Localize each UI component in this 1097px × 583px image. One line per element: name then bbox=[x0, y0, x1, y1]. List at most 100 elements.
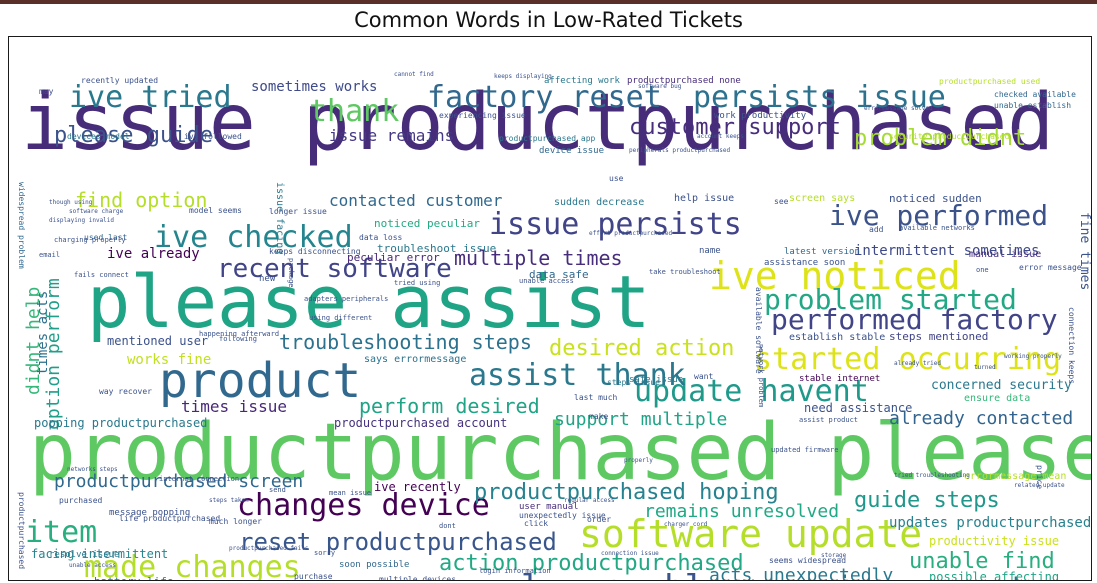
cloud-word: product bbox=[159, 353, 361, 409]
cloud-word: related update bbox=[1014, 482, 1065, 489]
cloud-word: concerned security bbox=[931, 378, 1072, 393]
cloud-word: dont bbox=[439, 522, 456, 530]
cloud-word: sudden decrease bbox=[554, 197, 644, 208]
cloud-word: last much bbox=[574, 393, 618, 402]
cloud-word: ensure data bbox=[964, 393, 1030, 404]
cloud-word: soon possible bbox=[339, 560, 409, 570]
cloud-word: though using bbox=[49, 199, 93, 206]
cloud-word: want bbox=[694, 372, 713, 381]
word-cloud: issue productpurchased product purchased p… bbox=[17, 71, 1092, 581]
cloud-word: contacted customer bbox=[329, 191, 503, 210]
cloud-word: remains unresolved bbox=[644, 501, 839, 522]
cloud-word: please assist bbox=[87, 260, 651, 344]
cloud-word: fine times bbox=[1077, 212, 1092, 290]
cloud-word: assist thank bbox=[469, 358, 686, 393]
cloud-word: purchase bbox=[294, 572, 333, 581]
cloud-word: working properly bbox=[1004, 353, 1062, 360]
cloud-word: factory reset bbox=[427, 80, 662, 115]
cloud-word: issue productpurchased bbox=[21, 78, 1054, 168]
cloud-word: security productpurchased bbox=[889, 132, 1010, 141]
cloud-word: following bbox=[219, 335, 257, 343]
cloud-word: connection keeps bbox=[1067, 307, 1076, 384]
cloud-word: help issue bbox=[674, 193, 734, 204]
cloud-word: productpurchased app bbox=[499, 134, 596, 143]
cloud-word: performed factory bbox=[771, 303, 1058, 336]
cloud-word: support multiple bbox=[554, 409, 727, 430]
cloud-word: used last bbox=[84, 233, 128, 242]
word-cloud-frame: issue productpurchased product purchased p… bbox=[8, 36, 1092, 581]
cloud-word: ive noticed bbox=[709, 254, 961, 298]
cloud-word: keeps disconnecting bbox=[269, 247, 361, 256]
cloud-word: productpurchased screen bbox=[54, 471, 303, 492]
cloud-word: software update bbox=[579, 512, 922, 556]
cloud-word: popping productpurchased bbox=[34, 416, 207, 430]
cloud-word: didnt help bbox=[23, 287, 44, 395]
cloud-word: unable find bbox=[909, 549, 1055, 574]
cloud-word: productivity issue bbox=[929, 534, 1059, 548]
cloud-word: add bbox=[869, 225, 884, 234]
cloud-word: already contacted bbox=[889, 408, 1073, 429]
cloud-word: resolve issue bbox=[49, 550, 119, 560]
cloud-word: effort productpurchased bbox=[589, 230, 672, 237]
cloud-word: mean issue bbox=[329, 489, 371, 497]
cloud-word: package bbox=[287, 258, 295, 288]
cloud-word: set productpurchased bbox=[709, 580, 782, 581]
cloud-word: unable establish bbox=[994, 101, 1071, 110]
cloud-word: account keeps bbox=[697, 133, 744, 140]
cloud-word: need assistance bbox=[804, 401, 912, 415]
cloud-word: made changes bbox=[84, 550, 301, 581]
cloud-word: tried using bbox=[394, 279, 440, 287]
top-bar bbox=[0, 0, 1097, 4]
cloud-word: facing intermittent bbox=[31, 547, 168, 561]
cloud-word: peculiar error bbox=[347, 251, 440, 264]
cloud-word: storage bbox=[821, 552, 847, 559]
cloud-word: productpurchased none bbox=[627, 76, 741, 86]
cloud-word: desired action bbox=[549, 336, 734, 361]
cloud-word: intermittent sometimes bbox=[854, 243, 1039, 259]
cloud-word: tried troubleshooting bbox=[894, 472, 970, 479]
cloud-word: click bbox=[524, 519, 548, 528]
cloud-word: available software bbox=[754, 287, 763, 374]
cloud-word: manual issue bbox=[969, 249, 1041, 260]
cloud-word: charger cord bbox=[664, 521, 708, 528]
cloud-word: battery life bbox=[94, 575, 173, 581]
cloud-word: says errormessage bbox=[364, 354, 466, 365]
cloud-word: issue persists bbox=[489, 207, 742, 242]
cloud-word: latest version bbox=[784, 247, 860, 257]
cloud-word: possible affecting bbox=[929, 570, 1059, 581]
cloud-word: multiple times bbox=[454, 246, 623, 270]
cloud-word: find option bbox=[75, 188, 207, 212]
cloud-word: started occurring bbox=[754, 342, 1061, 377]
cloud-word: safe issue bbox=[629, 375, 683, 385]
cloud-word: message popping bbox=[109, 508, 190, 518]
cloud-word: charging properly bbox=[54, 236, 126, 244]
cloud-word: internet connection bbox=[159, 475, 239, 483]
cloud-word: item bbox=[25, 515, 97, 550]
cloud-word: unable access bbox=[69, 562, 116, 569]
cloud-word: guide steps bbox=[854, 488, 1000, 513]
cloud-word: stable internet bbox=[799, 374, 880, 384]
cloud-word: properly bbox=[624, 457, 653, 464]
cloud-word: persists issue bbox=[693, 80, 946, 115]
cloud-word: user manual bbox=[519, 502, 579, 512]
cloud-word: much longer bbox=[209, 517, 262, 526]
cloud-word: happening afterward bbox=[199, 330, 279, 338]
cloud-word: adapters peripherals bbox=[304, 295, 388, 303]
cloud-word: troubleshoot issue bbox=[377, 242, 496, 255]
cloud-word: sorry bbox=[314, 549, 335, 557]
cloud-word: peripherals productpurchased bbox=[629, 147, 731, 154]
cloud-word: new bbox=[259, 274, 276, 284]
cloud-word: see bbox=[774, 197, 789, 206]
cloud-word: assistance soon bbox=[764, 258, 845, 268]
cloud-word: keeps displaying bbox=[494, 73, 552, 80]
cloud-word: multiple devices bbox=[379, 575, 456, 581]
cloud-word: purchased bbox=[59, 496, 103, 505]
cloud-word: regular access bbox=[564, 497, 615, 504]
cloud-word: ive tried bbox=[69, 80, 232, 115]
cloud-word: problem started bbox=[764, 283, 1017, 316]
cloud-word: update havent bbox=[634, 374, 869, 409]
cloud-word: device issue bbox=[539, 146, 604, 156]
cloud-word: unable access bbox=[519, 277, 574, 285]
cloud-word: occurring recent bbox=[719, 569, 1027, 581]
cloud-word: affecting work bbox=[544, 76, 620, 86]
